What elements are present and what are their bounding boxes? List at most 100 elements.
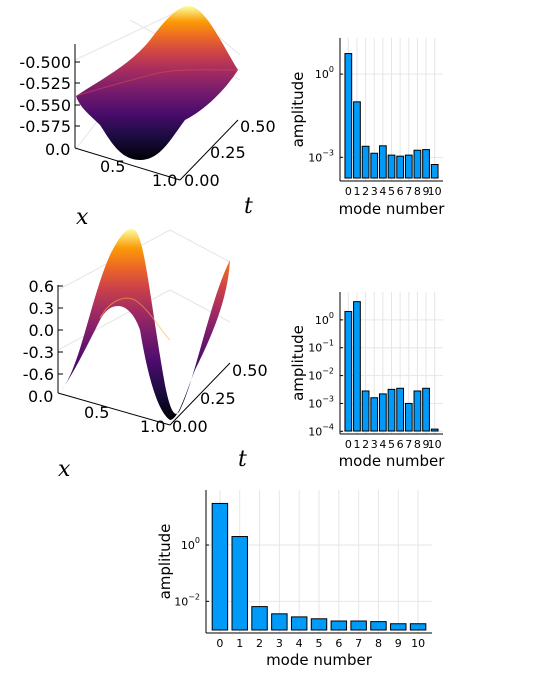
surface-1-z-tick: -0.525 xyxy=(19,74,71,93)
x-tick-label: 6 xyxy=(397,438,404,451)
surface-1-t-label: t xyxy=(244,194,253,219)
surface-2-x-axis xyxy=(57,392,171,426)
surface-1-x-axis xyxy=(74,147,181,181)
surface-1-z-tick: -0.500 xyxy=(19,53,71,72)
x-tick-label: 3 xyxy=(371,185,378,198)
surface-2-body xyxy=(60,228,230,420)
surface-plot-1: -0.500 -0.525 -0.550 -0.575 0.0 0.5 1.0 … xyxy=(19,5,276,230)
x-tick-label: 6 xyxy=(335,637,342,650)
x-tick-label: 9 xyxy=(395,637,402,650)
surface-2-z-tick: -0.6 xyxy=(23,365,54,384)
bar xyxy=(404,154,413,179)
surface-2-t-tick: 0.50 xyxy=(232,361,268,380)
surface-2-t-label: t xyxy=(238,447,247,472)
bar xyxy=(251,606,268,631)
x-tick-label: 5 xyxy=(388,185,395,198)
bar xyxy=(378,393,387,432)
bar xyxy=(211,502,229,631)
x-tick-label: 1 xyxy=(236,637,243,650)
bar xyxy=(361,145,370,179)
surface-2-t-tick: 0.25 xyxy=(200,389,236,408)
surface-1-ridge xyxy=(75,69,239,97)
surface-1-t-ticks: 0.00 0.25 0.50 xyxy=(184,117,276,190)
bar xyxy=(370,397,379,432)
y-axis-label: amplitude xyxy=(289,325,307,401)
surface-2-t-tick: 0.00 xyxy=(172,417,208,436)
bar xyxy=(404,402,413,432)
x-tick-label: 10 xyxy=(428,438,442,451)
x-axis-label: mode number xyxy=(339,200,446,218)
bar-chart-1: 100 10−3 0 1 2 3 4 5 6 7 8 910 mode number amplitude xyxy=(289,38,445,218)
surface-2-z-tick: 0.6 xyxy=(29,277,54,296)
bar xyxy=(387,388,396,432)
bar xyxy=(422,387,430,432)
surface-2-z-tick: -0.3 xyxy=(23,343,54,362)
x-tick-label: 5 xyxy=(316,637,323,650)
bar xyxy=(370,152,379,179)
surface-2-x-tick: 0.0 xyxy=(28,387,53,406)
y-axis-label: amplitude xyxy=(156,524,174,600)
y-tick-label: 10−2 xyxy=(308,367,334,383)
bar xyxy=(310,618,328,631)
x-axis-label: mode number xyxy=(266,651,373,669)
surface-2-x-label: x xyxy=(58,457,71,482)
surface-1-x-tick: 0.0 xyxy=(45,140,70,159)
surface-2-x-ticks: 0.0 0.5 1.0 xyxy=(28,387,165,436)
x-tick-label: 2 xyxy=(256,637,263,650)
x-tick-label: 4 xyxy=(296,637,303,650)
bar xyxy=(430,428,439,432)
surface-2-t-ticks: 0.00 0.25 0.50 xyxy=(172,361,268,436)
x-tick-label: 6 xyxy=(397,185,404,198)
x-tick-label: 0 xyxy=(216,637,223,650)
x-tick-label: 0 xyxy=(345,438,352,451)
bar xyxy=(413,149,422,179)
bar xyxy=(330,620,348,631)
bar xyxy=(344,310,353,432)
surface-1-x-ticks: 0.0 0.5 1.0 xyxy=(45,140,177,190)
x-tick-label: 10 xyxy=(411,637,425,650)
bar xyxy=(361,390,370,432)
x-tick-label: 3 xyxy=(371,438,378,451)
surface-1-t-axis xyxy=(179,119,239,181)
x-tick-label: 8 xyxy=(414,185,421,198)
x-tick-label: 7 xyxy=(405,185,412,198)
surface-2-t-axis xyxy=(169,362,231,426)
surface-1-x-tick: 1.0 xyxy=(152,171,177,190)
bar xyxy=(387,154,396,179)
bar xyxy=(390,623,407,631)
surface-2-front-ridge xyxy=(99,297,171,341)
surface-2-z-tick: 0.3 xyxy=(29,299,54,318)
y-tick-label: 100 xyxy=(315,65,334,81)
surface-2-x-tick: 0.5 xyxy=(84,403,109,422)
y-axis-label: amplitude xyxy=(289,72,307,148)
x-tick-label: 7 xyxy=(405,438,412,451)
surface-1-z-ticks: -0.500 -0.525 -0.550 -0.575 xyxy=(19,53,80,136)
y-tick-label: 10−3 xyxy=(308,394,334,410)
x-tick-label: 8 xyxy=(414,438,421,451)
bar xyxy=(422,149,430,179)
bar xyxy=(353,301,361,432)
bar xyxy=(378,145,387,179)
bar xyxy=(344,53,353,179)
x-tick-label: 2 xyxy=(362,185,369,198)
x-tick-label: 1 xyxy=(353,185,360,198)
x-tick-label: 9 xyxy=(423,185,430,198)
surface-2-x-tick: 1.0 xyxy=(140,417,165,436)
bar-chart-3: 100 10−2 0 1 2 3 4 5 6 7 8 9 10 mode number amplitude xyxy=(156,490,432,669)
y-tick-label: 100 xyxy=(315,311,334,327)
bar xyxy=(271,613,288,631)
y-tick-label: 10−4 xyxy=(308,422,334,438)
surface-2-z-tick: 0.0 xyxy=(29,321,54,340)
x-tick-label: 2 xyxy=(362,438,369,451)
x-tick-label: 5 xyxy=(388,438,395,451)
surface-1-t-tick: 0.50 xyxy=(240,117,276,136)
x-tick-label: 4 xyxy=(379,185,386,198)
bar xyxy=(413,390,422,432)
surface-1-z-tick: -0.550 xyxy=(19,96,71,115)
surface-1-x-tick: 0.5 xyxy=(100,157,125,176)
bar xyxy=(396,155,405,179)
surface-1-z-tick: -0.575 xyxy=(19,117,71,136)
bar xyxy=(370,621,387,631)
